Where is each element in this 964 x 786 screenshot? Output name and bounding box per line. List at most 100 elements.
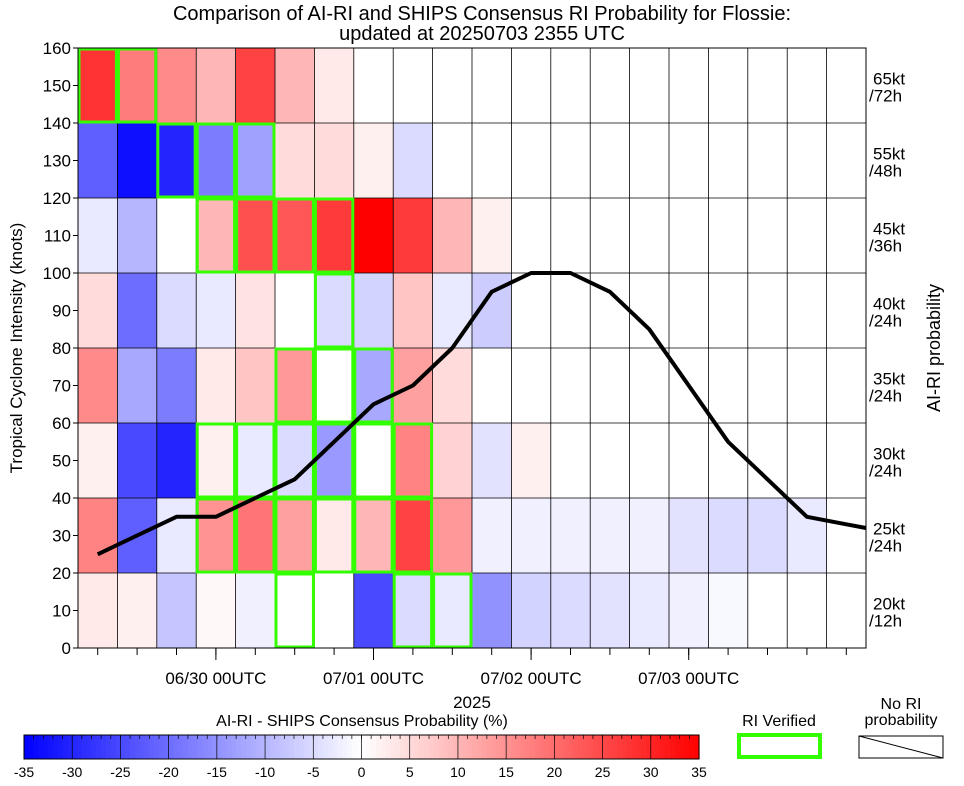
heat-cell	[156, 498, 197, 573]
heat-cell	[826, 348, 866, 423]
intensity-line	[96, 271, 867, 557]
heat-cell	[747, 123, 788, 198]
colorbar-step	[592, 735, 599, 759]
heat-cell	[235, 348, 275, 423]
heat-cell	[550, 498, 591, 573]
colorbar-step	[120, 735, 126, 759]
colorbar-step	[356, 735, 363, 759]
y-axis-label: Tropical Cyclone Intensity (knots)	[7, 223, 26, 474]
heat-cell	[472, 498, 512, 573]
heat-cell	[708, 423, 748, 498]
colorbar-step	[631, 735, 637, 759]
colorbar-step	[544, 735, 551, 759]
colorbar-step	[380, 735, 387, 759]
heat-cell	[708, 198, 748, 273]
heat-cell	[826, 123, 866, 198]
heat-cell	[511, 198, 551, 273]
heat-cell	[314, 198, 354, 273]
heat-cell	[590, 123, 630, 198]
heat-cell	[472, 348, 512, 423]
colorbar-step	[130, 735, 136, 759]
y-tick-label: 120	[43, 189, 71, 208]
colorbar-step	[298, 735, 305, 759]
heat-cell	[393, 48, 433, 123]
y-tick-label: 50	[52, 452, 71, 471]
colorbar-step	[342, 735, 348, 759]
colorbar-step	[284, 735, 290, 759]
heat-cell	[511, 573, 551, 648]
verified-box	[274, 572, 315, 649]
heat-cell	[275, 273, 315, 348]
heat-cell	[550, 273, 591, 348]
row-label-window: /48h	[869, 162, 902, 181]
axes: 0 10 20 30 40 50 60 70 80 90 100 110 120 130 140 150 160…	[43, 39, 906, 688]
colorbar-step	[506, 735, 512, 759]
x-tick-label: 07/01 00UTC	[323, 669, 424, 688]
colorbar-step	[24, 735, 30, 759]
verified-box	[195, 197, 237, 274]
heat-cell	[787, 273, 827, 348]
heat-cell	[629, 198, 669, 273]
colorbar-step	[144, 735, 150, 759]
colorbar-step	[255, 735, 261, 759]
colorbar-step	[327, 735, 334, 759]
heat-cell	[353, 123, 394, 198]
colorbar-step	[433, 735, 440, 759]
heat-cell	[117, 273, 157, 348]
legend-verified-label: RI Verified	[742, 713, 816, 730]
colorbar-step	[202, 735, 208, 759]
legend-no-prob-diagonal	[858, 735, 944, 759]
heat-cell	[432, 273, 472, 348]
colorbar-tick-label: 5	[406, 764, 414, 780]
colorbar-step	[665, 735, 671, 759]
colorbar-step	[173, 735, 179, 759]
colorbar-step	[694, 735, 700, 759]
colorbar-tick-label: 35	[691, 764, 707, 780]
verified-box	[195, 497, 237, 574]
colorbar-step	[221, 735, 228, 759]
verified-box	[235, 122, 276, 199]
heat-cell	[826, 573, 866, 648]
row-label-window: /72h	[869, 87, 902, 106]
colorbar-tick-label: 25	[595, 764, 611, 780]
heat-cell	[235, 423, 275, 498]
colorbar-step	[347, 735, 353, 759]
heat-cell	[708, 123, 748, 198]
heat-cell	[511, 48, 551, 123]
colorbar-step	[424, 735, 430, 759]
heat-cell	[472, 423, 512, 498]
colorbar-step	[559, 735, 565, 759]
heat-cell	[708, 273, 748, 348]
row-label-threshold: 40kt	[873, 295, 905, 314]
verified-box	[313, 347, 355, 424]
colorbar-step	[496, 735, 502, 759]
colorbar-step	[91, 735, 97, 759]
colorbar-step	[105, 735, 112, 759]
colorbar-step	[67, 735, 73, 759]
y-tick-label: 140	[43, 114, 71, 133]
heat-cell	[787, 198, 827, 273]
colorbar-step	[472, 735, 478, 759]
heat-cell	[196, 348, 236, 423]
heat-cell	[826, 198, 866, 273]
heat-cell	[156, 348, 197, 423]
colorbar-step	[216, 735, 223, 759]
colorbar-step	[501, 735, 507, 759]
colorbar-step	[467, 735, 473, 759]
heat-cell	[669, 123, 709, 198]
heat-cell	[196, 273, 236, 348]
colorbar-step	[187, 735, 194, 759]
heat-cell	[117, 123, 157, 198]
heat-cell	[353, 573, 394, 648]
colorbar-step	[670, 735, 676, 759]
verified-box	[195, 122, 237, 199]
x-tick-label: 06/30 00UTC	[165, 669, 266, 688]
legend-no-prob-line2: probability	[865, 712, 938, 729]
colorbar-step	[660, 735, 666, 759]
heat-cell	[511, 423, 551, 498]
verified-box	[116, 47, 158, 124]
colorbar-step	[443, 735, 449, 759]
colorbar-tick-label: -20	[159, 764, 179, 780]
heat-cell	[669, 423, 709, 498]
legend-no-prob-line1: No RI	[881, 696, 922, 713]
